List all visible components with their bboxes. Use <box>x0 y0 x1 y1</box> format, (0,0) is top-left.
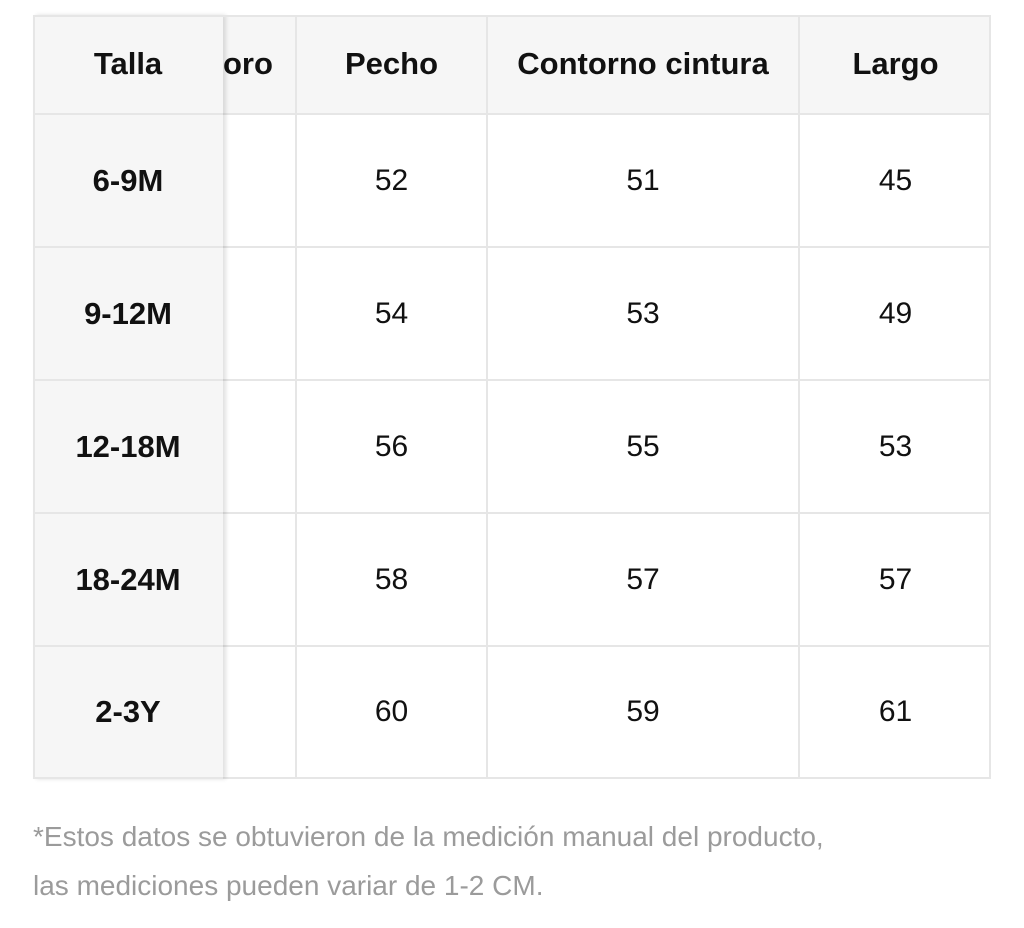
table-cell: 45 <box>800 115 991 248</box>
size-table[interactable]: oro Pecho Contorno cintura Largo 52 51 4… <box>33 15 991 779</box>
table-cell <box>223 381 297 514</box>
table-cell: 61 <box>800 647 991 779</box>
header-pecho: Pecho <box>344 46 439 81</box>
table-cell: 52 <box>297 115 488 248</box>
size-label: 18-24M <box>75 561 181 597</box>
table-cell: 57 <box>800 514 991 647</box>
cell-value: 57 <box>878 562 913 596</box>
size-label: 12-18M <box>75 428 181 464</box>
header-cell-largo: Largo <box>800 15 991 115</box>
table-cell: 57 <box>488 514 800 647</box>
cell-value: 53 <box>878 429 913 463</box>
table-cell: 53 <box>800 381 991 514</box>
table-scroll-area[interactable]: oro Pecho Contorno cintura Largo 52 51 4… <box>33 15 991 779</box>
cell-value: 45 <box>878 163 913 197</box>
size-cell: 2-3Y <box>33 647 223 779</box>
table-cell: 60 <box>297 647 488 779</box>
table-cell: 58 <box>297 514 488 647</box>
header-cell-contorno: Contorno cintura <box>488 15 800 115</box>
cell-value: 58 <box>374 562 409 596</box>
cell-value: 53 <box>626 296 660 330</box>
size-cell: 18-24M <box>33 514 223 647</box>
size-label: 6-9M <box>92 162 164 198</box>
table-cell: 53 <box>488 248 800 381</box>
table-cell: 54 <box>297 248 488 381</box>
size-cell: 6-9M <box>33 115 223 248</box>
table-cell <box>223 647 297 779</box>
cell-value: 60 <box>374 695 409 728</box>
table-cell: 55 <box>488 381 800 514</box>
measurement-note: *Estos datos se obtuvieron de la medició… <box>33 812 993 910</box>
note-line-2: las mediciones pueden variar de 1-2 CM. <box>33 870 544 901</box>
header-cell-talla: Talla <box>33 15 223 115</box>
header-cell-partial: oro <box>223 15 297 115</box>
size-label: 9-12M <box>84 295 172 331</box>
cell-value: 61 <box>878 695 913 728</box>
cell-value: 55 <box>626 429 660 463</box>
header-cell-pecho: Pecho <box>297 15 488 115</box>
cell-value: 56 <box>374 429 409 463</box>
size-label: 2-3Y <box>95 694 161 729</box>
table-cell: 49 <box>800 248 991 381</box>
table-cell: 59 <box>488 647 800 779</box>
cell-value: 52 <box>374 163 409 197</box>
table-cell: 56 <box>297 381 488 514</box>
size-cell: 9-12M <box>33 248 223 381</box>
table-cell <box>223 514 297 647</box>
cell-value: 59 <box>626 695 660 728</box>
size-cell: 12-18M <box>33 381 223 514</box>
header-talla: Talla <box>93 46 163 81</box>
note-line-1: *Estos datos se obtuvieron de la medició… <box>33 821 824 852</box>
cell-value: 49 <box>878 296 913 330</box>
table-cell <box>223 115 297 248</box>
table-cell <box>223 248 297 381</box>
partial-header-text: oro <box>223 46 273 81</box>
header-contorno-cintura: Contorno cintura <box>517 46 769 81</box>
cell-value: 54 <box>374 296 409 330</box>
cell-value: 57 <box>626 562 660 596</box>
table-cell: 51 <box>488 115 800 248</box>
frozen-size-column: Talla 6-9M 9-12M 12-18M 18-24M 2-3Y <box>33 15 223 779</box>
cell-value: 51 <box>626 163 660 197</box>
header-largo: Largo <box>852 46 939 81</box>
